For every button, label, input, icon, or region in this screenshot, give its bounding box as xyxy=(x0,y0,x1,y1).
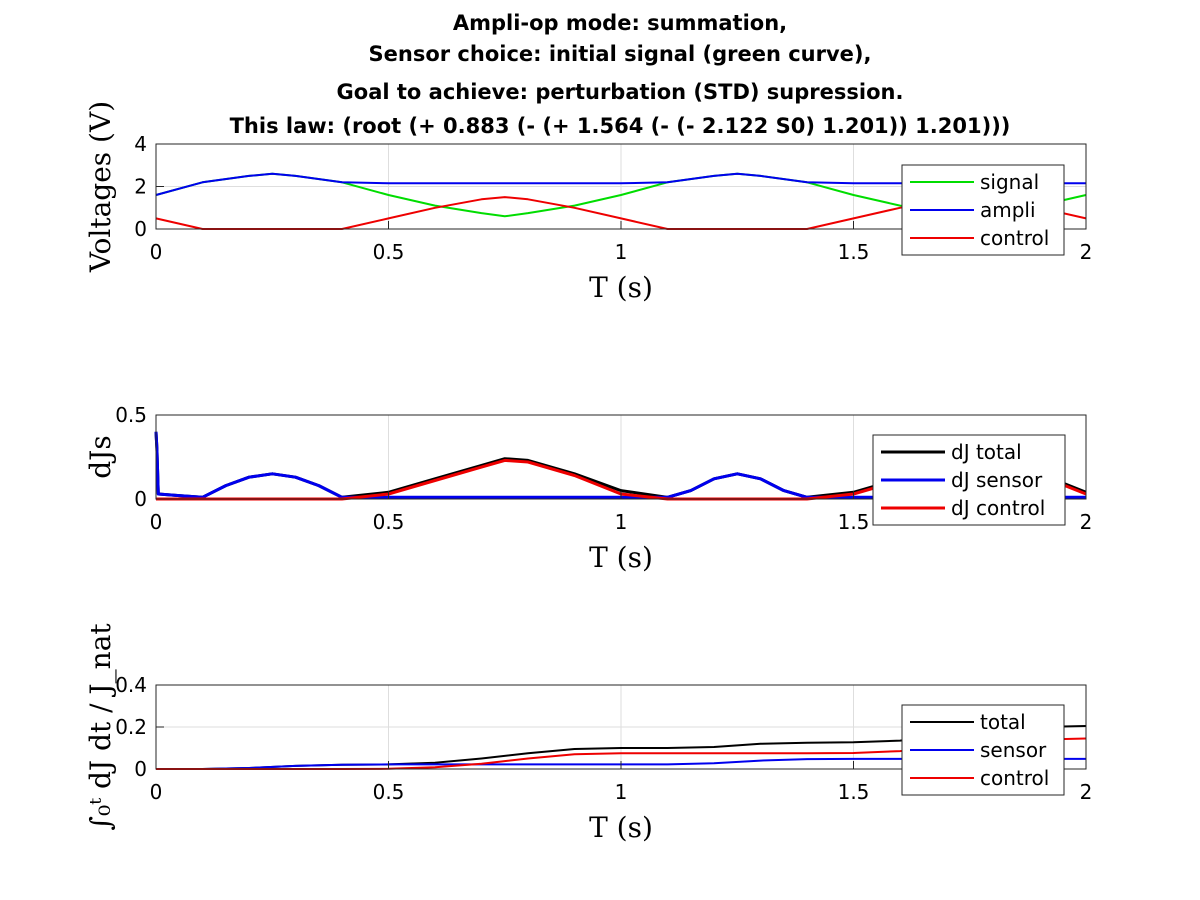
subplot-3: 0 0.5 1 1.5 2 0 0.2 0.4 T (s) ∫₀ᵗ dJ dt / J_nat to… xyxy=(84,623,1092,844)
x-tick-label: 0 xyxy=(150,510,163,534)
legend-label-dJ-total: dJ total xyxy=(951,440,1022,464)
figure-title: Ampli-op mode: summation, Sensor choice:… xyxy=(230,11,1011,138)
x-tick-label: 0.5 xyxy=(373,240,405,264)
x-tick-label: 2 xyxy=(1080,240,1093,264)
legend-label-total: total xyxy=(980,710,1026,734)
x-tick-label: 0.5 xyxy=(373,780,405,804)
x-tick-label: 1.5 xyxy=(838,510,870,534)
y-tick-label: 0.5 xyxy=(115,403,147,427)
title-line-1: Ampli-op mode: summation, xyxy=(453,11,787,35)
x-tick-label: 0 xyxy=(150,780,163,804)
title-line-2: Sensor choice: initial signal (green cur… xyxy=(369,42,872,66)
legend-label-dJ-control: dJ control xyxy=(951,496,1045,520)
x-tick-label: 1 xyxy=(615,240,628,264)
y-tick-label: 0 xyxy=(134,757,147,781)
x-axis-label: T (s) xyxy=(589,811,653,844)
legend: dJ total dJ sensor dJ control xyxy=(872,434,1066,526)
y-tick-label: 4 xyxy=(134,132,147,156)
x-tick-label: 1 xyxy=(615,510,628,534)
legend: total sensor control xyxy=(901,704,1065,796)
legend: signal ampli control xyxy=(901,164,1065,256)
y-axis-label: dJs xyxy=(84,435,117,479)
subplots: 0 0.5 1 1.5 2 0 2 4 T (s) Voltages (V) signal ampli… xyxy=(84,101,1092,844)
x-tick-label: 1.5 xyxy=(838,780,870,804)
subplot-1: 0 0.5 1 1.5 2 0 2 4 T (s) Voltages (V) signal ampli… xyxy=(84,101,1092,304)
x-tick-label: 1 xyxy=(615,780,628,804)
legend-label-signal: signal xyxy=(980,170,1039,194)
title-line-4: This law: (root (+ 0.883 (- (+ 1.564 (- … xyxy=(230,114,1011,138)
y-tick-label: 0 xyxy=(134,217,147,241)
y-tick-label: 2 xyxy=(134,175,147,199)
y-axis-label: Voltages (V) xyxy=(84,101,117,273)
x-tick-label: 2 xyxy=(1080,780,1093,804)
title-line-3: Goal to achieve: perturbation (STD) supr… xyxy=(337,80,904,104)
x-tick-label: 2 xyxy=(1080,510,1093,534)
x-axis-label: T (s) xyxy=(589,271,653,304)
legend-label-ampli: ampli xyxy=(980,198,1036,222)
y-tick-label: 0.2 xyxy=(115,715,147,739)
legend-label-control: control xyxy=(980,226,1049,250)
y-tick-label: 0.4 xyxy=(115,673,147,697)
x-tick-label: 0 xyxy=(150,240,163,264)
x-tick-label: 1.5 xyxy=(838,240,870,264)
x-axis-label: T (s) xyxy=(589,541,653,574)
y-axis-label: ∫₀ᵗ dJ dt / J_nat xyxy=(84,623,117,831)
x-tick-label: 0.5 xyxy=(373,510,405,534)
legend-label-sensor: sensor xyxy=(980,738,1047,762)
y-tick-label: 0 xyxy=(134,487,147,511)
legend-label-dJ-sensor: dJ sensor xyxy=(951,468,1043,492)
legend-label-control: control xyxy=(980,766,1049,790)
